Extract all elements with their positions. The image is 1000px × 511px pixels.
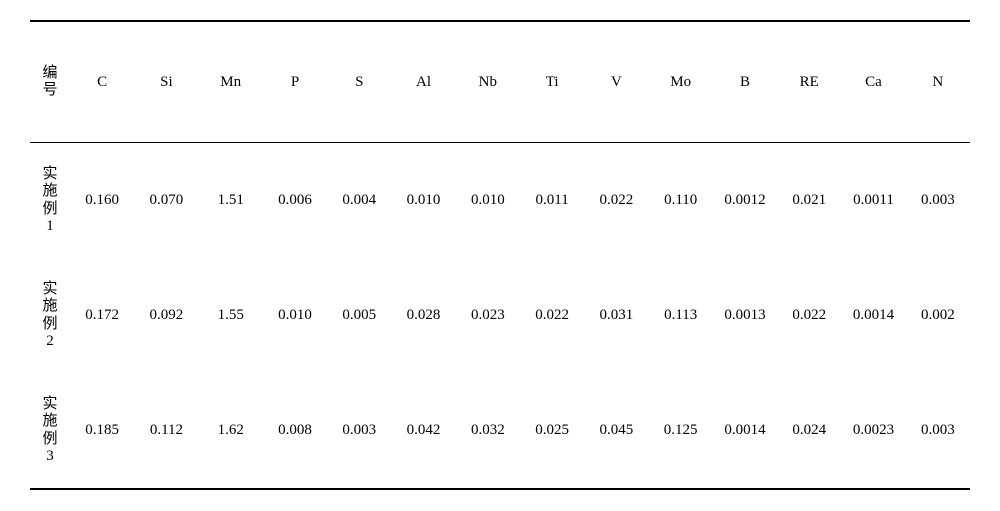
cell: 1.62 xyxy=(199,373,263,489)
cell: 0.113 xyxy=(649,258,713,373)
cell: 0.070 xyxy=(134,143,198,259)
header-p: P xyxy=(263,21,327,143)
cell: 1.55 xyxy=(199,258,263,373)
header-al: Al xyxy=(391,21,455,143)
cell: 0.031 xyxy=(584,258,648,373)
cell: 0.010 xyxy=(391,143,455,259)
cell: 0.042 xyxy=(391,373,455,489)
header-mo: Mo xyxy=(649,21,713,143)
cell: 0.0014 xyxy=(841,258,905,373)
cell: 0.003 xyxy=(906,143,970,259)
cell: 0.022 xyxy=(777,258,841,373)
header-id: 编号 xyxy=(30,21,70,143)
header-s: S xyxy=(327,21,391,143)
cell: 0.008 xyxy=(263,373,327,489)
cell: 0.125 xyxy=(649,373,713,489)
cell: 0.172 xyxy=(70,258,134,373)
row-label-cell: 实施例3 xyxy=(30,373,70,489)
cell: 0.003 xyxy=(906,373,970,489)
header-nb: Nb xyxy=(456,21,520,143)
cell: 0.0014 xyxy=(713,373,777,489)
cell: 0.004 xyxy=(327,143,391,259)
row-label-cell: 实施例1 xyxy=(30,143,70,259)
row-label: 实施例1 xyxy=(42,166,57,235)
header-ca: Ca xyxy=(841,21,905,143)
cell: 0.0023 xyxy=(841,373,905,489)
cell: 0.0013 xyxy=(713,258,777,373)
table-row: 实施例2 0.172 0.092 1.55 0.010 0.005 0.028 … xyxy=(30,258,970,373)
row-label-cell: 实施例2 xyxy=(30,258,70,373)
header-n: N xyxy=(906,21,970,143)
cell: 0.032 xyxy=(456,373,520,489)
cell: 0.023 xyxy=(456,258,520,373)
cell: 0.024 xyxy=(777,373,841,489)
cell: 0.022 xyxy=(584,143,648,259)
cell: 0.160 xyxy=(70,143,134,259)
table-row: 实施例3 0.185 0.112 1.62 0.008 0.003 0.042 … xyxy=(30,373,970,489)
cell: 0.005 xyxy=(327,258,391,373)
cell: 0.028 xyxy=(391,258,455,373)
cell: 0.011 xyxy=(520,143,584,259)
header-mn: Mn xyxy=(199,21,263,143)
header-re: RE xyxy=(777,21,841,143)
cell: 0.0011 xyxy=(841,143,905,259)
composition-table: 编号 C Si Mn P S Al Nb Ti V Mo B RE Ca N 实… xyxy=(30,20,970,490)
cell: 1.51 xyxy=(199,143,263,259)
cell: 0.003 xyxy=(327,373,391,489)
header-b: B xyxy=(713,21,777,143)
cell: 0.185 xyxy=(70,373,134,489)
row-label: 实施例2 xyxy=(42,281,57,350)
cell: 0.010 xyxy=(263,258,327,373)
cell: 0.002 xyxy=(906,258,970,373)
cell: 0.112 xyxy=(134,373,198,489)
cell: 0.025 xyxy=(520,373,584,489)
cell: 0.022 xyxy=(520,258,584,373)
cell: 0.045 xyxy=(584,373,648,489)
cell: 0.006 xyxy=(263,143,327,259)
table-row: 实施例1 0.160 0.070 1.51 0.006 0.004 0.010 … xyxy=(30,143,970,259)
header-id-label: 编号 xyxy=(42,65,57,100)
cell: 0.021 xyxy=(777,143,841,259)
cell: 0.010 xyxy=(456,143,520,259)
row-label: 实施例3 xyxy=(42,396,57,465)
cell: 0.0012 xyxy=(713,143,777,259)
header-ti: Ti xyxy=(520,21,584,143)
cell: 0.092 xyxy=(134,258,198,373)
header-row: 编号 C Si Mn P S Al Nb Ti V Mo B RE Ca N xyxy=(30,21,970,143)
header-c: C xyxy=(70,21,134,143)
cell: 0.110 xyxy=(649,143,713,259)
header-si: Si xyxy=(134,21,198,143)
header-v: V xyxy=(584,21,648,143)
